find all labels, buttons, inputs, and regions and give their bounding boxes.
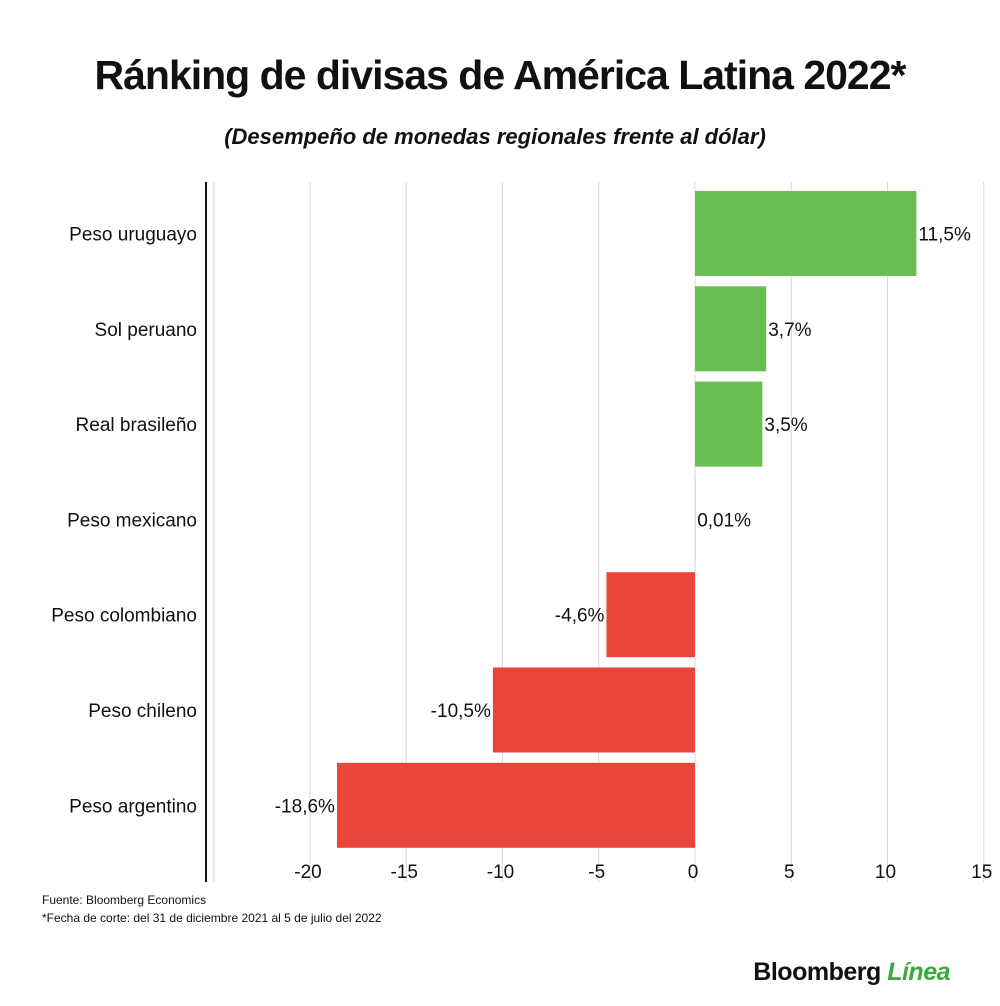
labels: -20 -15 -10 -5 0 5 10 15 Peso uruguayo 11,5% Sol p… <box>51 225 992 884</box>
bar <box>492 667 695 753</box>
category-label: Peso colombiano <box>51 606 197 627</box>
data-label: 11,5% <box>918 225 971 246</box>
date-note: *Fecha de corte: del 31 de diciembre 202… <box>42 911 382 925</box>
bar-chart: -20 -15 -10 -5 0 5 10 15 Peso uruguayo 11,5% Sol p… <box>51 182 992 884</box>
data-label: 0,01% <box>697 510 751 531</box>
data-label: -10,5% <box>431 701 491 722</box>
bar <box>695 191 917 276</box>
brand-logo: Bloomberg Línea <box>753 958 950 987</box>
category-label: Sol peruano <box>95 320 197 341</box>
x-tick-label: -15 <box>391 862 418 883</box>
x-tick-label: 0 <box>688 862 699 883</box>
bar <box>336 762 695 848</box>
x-tick-label: 10 <box>875 862 896 883</box>
category-label: Real brasileño <box>76 415 197 436</box>
chart-subtitle: (Desempeño de monedas regionales frente … <box>224 124 766 149</box>
category-label: Peso chileno <box>88 701 197 722</box>
data-label: 3,7% <box>768 320 811 341</box>
bar <box>695 286 767 372</box>
x-tick-label: -10 <box>487 862 514 883</box>
logo-brand: Bloomberg <box>753 958 881 986</box>
bar <box>695 381 763 467</box>
x-tick-label: -20 <box>294 862 321 883</box>
x-tick-label: 15 <box>971 862 992 883</box>
x-tick-label: -5 <box>588 862 605 883</box>
data-label: 3,5% <box>764 415 807 436</box>
x-tick-label: 5 <box>784 862 795 883</box>
data-label: -18,6% <box>275 796 335 817</box>
category-label: Peso mexicano <box>67 510 197 531</box>
logo-accent: Línea <box>887 958 950 986</box>
bars <box>336 191 917 848</box>
bar <box>606 572 695 658</box>
category-label: Peso argentino <box>69 796 197 817</box>
chart-title: Ránking de divisas de América Latina 202… <box>94 52 906 98</box>
category-label: Peso uruguayo <box>69 225 197 246</box>
data-label: -4,6% <box>555 606 605 627</box>
source-note: Fuente: Bloomberg Economics <box>42 893 207 907</box>
